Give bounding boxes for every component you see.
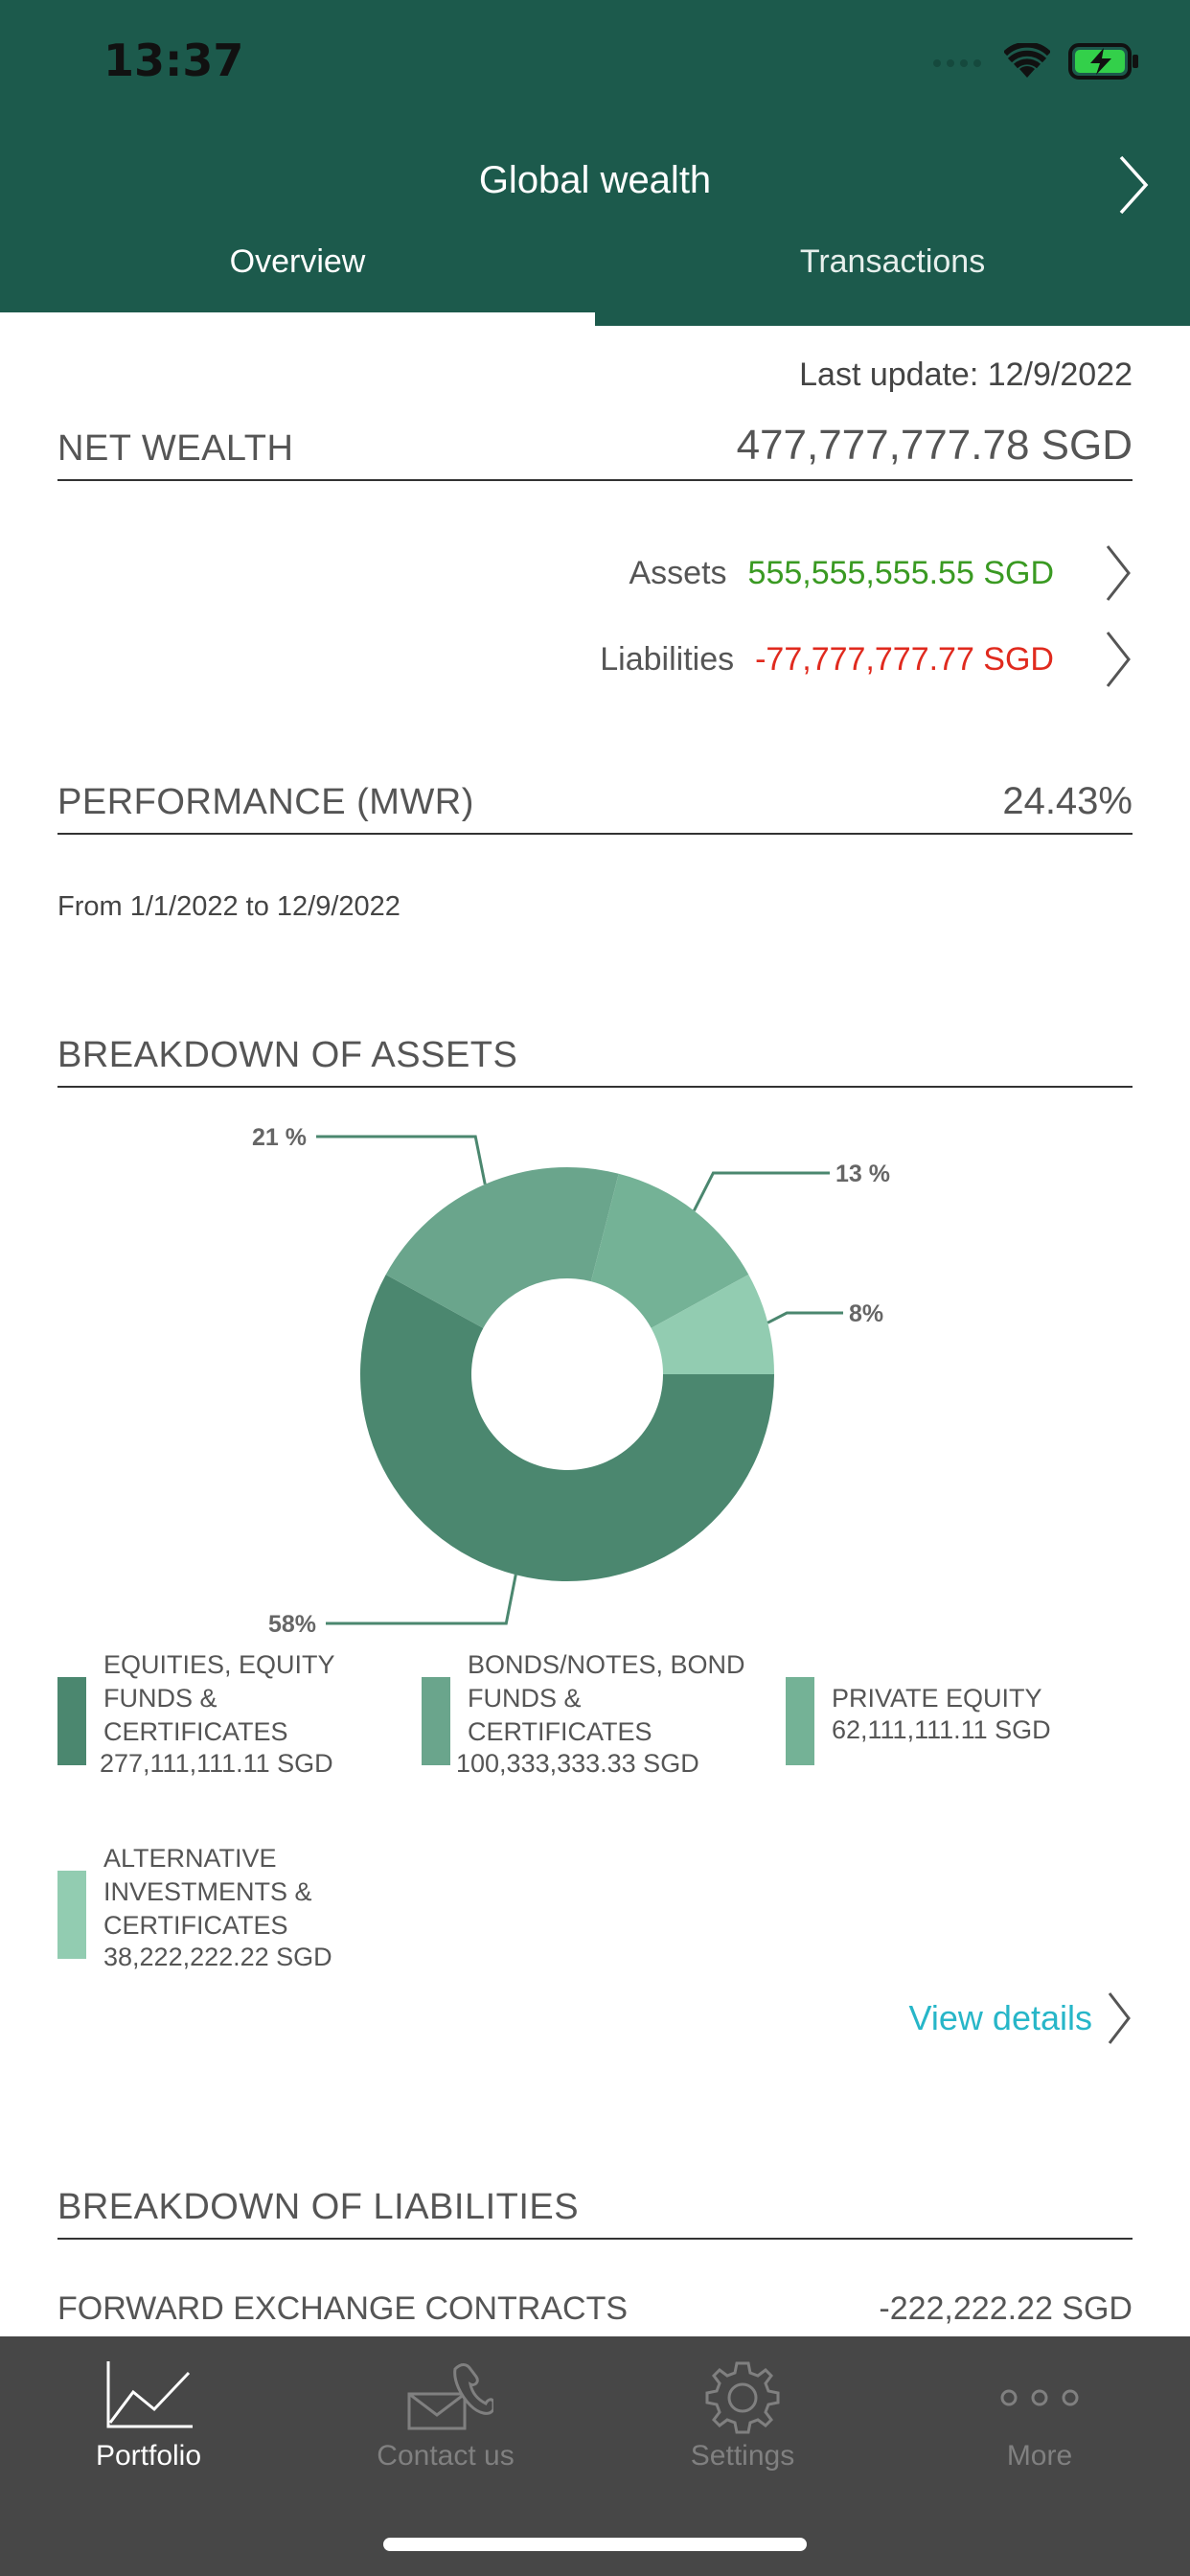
chart-line-icon — [106, 2361, 193, 2428]
status-time: 13:37 — [103, 34, 244, 86]
slice-label: 21 % — [252, 1124, 307, 1151]
breakdown-liabilities-header: BREAKDOWN OF LIABILITIES — [57, 2187, 1133, 2240]
legend-swatch — [786, 1677, 814, 1765]
liabilities-value: -77,777,777.77 SGD — [755, 640, 1054, 678]
tab-label: More — [1006, 2440, 1073, 2472]
leader-line — [767, 1311, 843, 1324]
legend-label: EQUITIES, EQUITY — [103, 1650, 335, 1679]
app-header — [0, 0, 1190, 326]
liabilities-label: Liabilities — [600, 640, 735, 678]
net-wealth-value: 477,777,777.78 SGD — [736, 422, 1133, 469]
legend-swatch — [422, 1677, 450, 1765]
net-wealth-row: NET WEALTH 477,777,777.78 SGD — [57, 422, 1133, 481]
legend-label: INVESTMENTS & — [103, 1877, 312, 1906]
tab-label: Contact us — [377, 2440, 515, 2472]
legend-label: CERTIFICATES — [103, 1717, 288, 1746]
chevron-right-icon[interactable] — [1113, 151, 1152, 218]
chevron-right-icon[interactable] — [1104, 542, 1133, 604]
tab-more[interactable]: More — [891, 2336, 1188, 2499]
performance-label: PERFORMANCE (MWR) — [57, 782, 474, 822]
tab-contact-us[interactable]: Contact us — [297, 2336, 594, 2499]
tab-bar-top: Overview Transactions — [0, 240, 1190, 326]
tab-overview[interactable]: Overview — [229, 243, 366, 280]
legend-item: ALTERNATIVE INVESTMENTS & CERTIFICATES 3… — [57, 1842, 332, 1972]
bottom-tab-bar: Portfolio Contact us Settings More — [0, 2336, 1190, 2576]
assets-label: Assets — [629, 554, 727, 591]
liability-label: FORWARD EXCHANGE CONTRACTS — [57, 2290, 629, 2327]
legend-item: BONDS/NOTES, BOND FUNDS & CERTIFICATES 1… — [422, 1648, 745, 1779]
legend-value: 277,111,111.11 SGD — [100, 1749, 333, 1778]
legend-label: CERTIFICATES — [468, 1717, 652, 1746]
tab-label: Portfolio — [95, 2440, 202, 2472]
tab-settings[interactable]: Settings — [594, 2336, 891, 2499]
legend-swatch — [57, 1677, 86, 1765]
view-details-link[interactable]: View details — [909, 1990, 1133, 2047]
legend-item: EQUITIES, EQUITY FUNDS & CERTIFICATES 27… — [57, 1648, 335, 1779]
more-dots-icon — [1000, 2389, 1079, 2406]
slice-label: 58% — [268, 1611, 316, 1638]
leader-line — [316, 1135, 487, 1185]
assets-value: 555,555,555.55 SGD — [747, 554, 1054, 591]
leader-line — [693, 1171, 830, 1212]
donut-slice — [651, 1274, 774, 1374]
tab-label: Settings — [690, 2440, 795, 2472]
legend-label: ALTERNATIVE — [103, 1844, 277, 1873]
view-details-label[interactable]: View details — [908, 1998, 1092, 2037]
legend-swatch — [57, 1871, 86, 1959]
legend-value: 38,222,222.22 SGD — [103, 1943, 332, 1971]
legend-label: CERTIFICATES — [103, 1911, 288, 1940]
performance-value: 24.43% — [1002, 780, 1133, 822]
assets-donut-chart: 58% 21 % 13 % 8% — [252, 1124, 890, 1638]
liability-value: -222,222.22 SGD — [879, 2290, 1133, 2327]
performance-row: PERFORMANCE (MWR) 24.43% — [57, 780, 1133, 835]
home-indicator — [383, 2538, 807, 2551]
page-title: Global wealth — [478, 159, 712, 201]
legend-item: PRIVATE EQUITY 62,111,111.11 SGD — [786, 1648, 1051, 1765]
breakdown-liabilities-title: BREAKDOWN OF LIABILITIES — [57, 2187, 580, 2227]
signal-icon — [933, 59, 981, 67]
chevron-right-icon[interactable] — [1106, 1990, 1133, 2047]
battery-charging-icon — [1068, 43, 1138, 80]
legend-value: 62,111,111.11 SGD — [832, 1715, 1051, 1744]
gear-icon — [705, 2361, 780, 2434]
donut-slice — [385, 1167, 619, 1328]
tab-transactions[interactable]: Transactions — [799, 243, 986, 280]
donut-slice — [590, 1173, 749, 1328]
liability-row[interactable]: FORWARD EXCHANGE CONTRACTS -222,222.22 S… — [57, 2290, 1133, 2328]
status-icons — [931, 42, 1140, 80]
legend-label: BONDS/NOTES, BOND — [468, 1650, 745, 1679]
legend-value: 100,333,333.33 SGD — [456, 1749, 699, 1778]
leader-line — [326, 1574, 517, 1625]
envelope-phone-icon — [407, 2363, 493, 2430]
slice-label: 8% — [849, 1300, 883, 1327]
liabilities-row[interactable]: Liabilities -77,777,777.77 SGD — [600, 629, 1133, 690]
breakdown-assets-header: BREAKDOWN OF ASSETS — [57, 1035, 1133, 1088]
assets-row[interactable]: Assets 555,555,555.55 SGD — [629, 542, 1133, 604]
legend-label: FUNDS & — [103, 1684, 217, 1713]
tab-portfolio[interactable]: Portfolio — [0, 2336, 297, 2499]
net-wealth-label: NET WEALTH — [57, 428, 294, 469]
last-update: Last update: 12/9/2022 — [799, 356, 1133, 393]
legend-label: PRIVATE EQUITY — [832, 1684, 1042, 1713]
active-tab-indicator — [0, 312, 595, 326]
donut-slice — [359, 1274, 774, 1581]
performance-period: From 1/1/2022 to 12/9/2022 — [57, 891, 400, 922]
slice-label: 13 % — [835, 1161, 890, 1187]
chevron-right-icon[interactable] — [1104, 629, 1133, 690]
legend-label: FUNDS & — [468, 1684, 582, 1713]
wifi-icon — [1004, 43, 1050, 78]
breakdown-assets-title: BREAKDOWN OF ASSETS — [57, 1035, 518, 1075]
